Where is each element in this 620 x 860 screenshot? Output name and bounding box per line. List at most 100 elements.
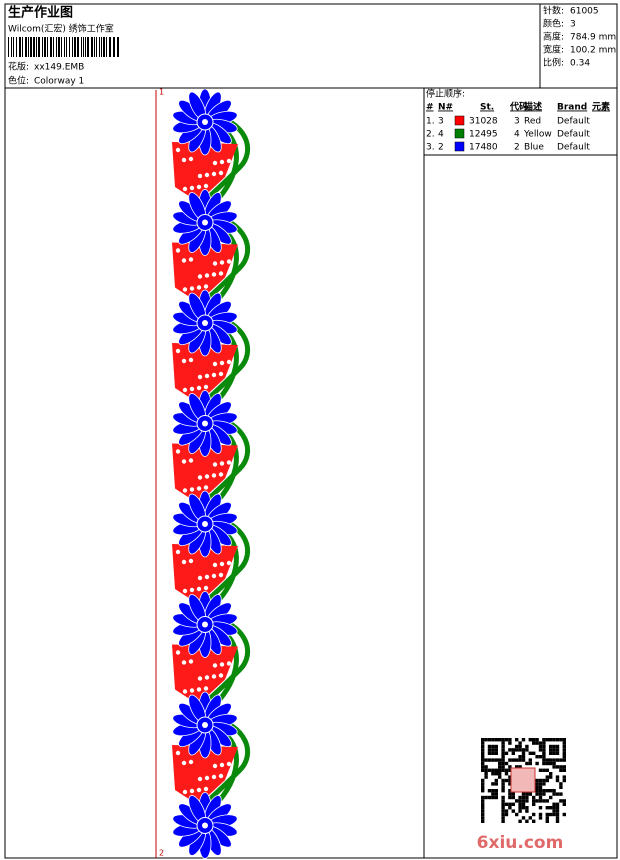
bar — [13, 37, 14, 57]
qr-module — [518, 748, 522, 752]
lace-hole — [175, 750, 181, 756]
qr-module — [501, 761, 505, 766]
lace-hole — [218, 371, 224, 377]
lace-hole — [203, 485, 209, 490]
stitches: 31028 — [469, 117, 498, 127]
lace-hole — [226, 460, 232, 465]
lace-hole — [212, 562, 218, 568]
lace-hole — [218, 673, 224, 678]
qr-module — [504, 768, 509, 772]
qr-module — [508, 795, 512, 800]
qr-module — [487, 789, 492, 793]
bar — [113, 37, 115, 57]
flower-eye — [202, 521, 208, 527]
qr-module — [511, 792, 515, 796]
flower-eye — [202, 621, 208, 628]
qr-module — [525, 744, 529, 749]
qr-module — [487, 738, 492, 742]
qr-module — [491, 782, 495, 786]
stop-title: 停止顺序: — [426, 88, 465, 100]
column-header: 代码 — [509, 101, 528, 113]
qr-module — [501, 778, 505, 783]
qr-module — [532, 741, 536, 745]
lace-hole — [218, 170, 224, 176]
qr-module — [508, 782, 512, 786]
lace-hole — [175, 650, 181, 655]
qr-module — [501, 799, 505, 803]
qr-module — [562, 812, 566, 817]
qr-module — [481, 782, 485, 786]
qr-module — [552, 809, 556, 813]
lace-hole — [197, 374, 203, 380]
qr-module — [555, 812, 560, 817]
bar — [83, 37, 84, 57]
start-marker: 1 — [159, 88, 164, 97]
qr-module — [518, 741, 522, 745]
lace-hole — [203, 384, 209, 390]
column-header: 元素 — [592, 101, 610, 113]
lace-hole — [226, 259, 232, 264]
qr-module — [542, 741, 546, 745]
qr-module — [545, 819, 549, 823]
lace-hole — [181, 660, 187, 665]
qr-module — [481, 765, 485, 769]
qr-module — [521, 758, 526, 762]
qr-module — [518, 809, 522, 813]
qr-module — [518, 799, 522, 803]
lace-hole — [218, 572, 224, 578]
lace-hole — [189, 286, 195, 291]
qr-module — [491, 789, 495, 793]
qr-module — [538, 792, 543, 796]
qr-module — [501, 809, 505, 813]
stat-value: 100.2 mm — [570, 46, 616, 56]
qr-module — [481, 806, 485, 810]
bar — [74, 37, 76, 57]
qr-module — [559, 785, 563, 789]
qr-module — [491, 751, 495, 755]
qr-module — [545, 812, 549, 817]
stat-value: 0.34 — [570, 59, 590, 69]
lace-hole — [196, 586, 202, 592]
lace-hole — [226, 359, 232, 365]
qr-module — [525, 806, 529, 810]
lace-hole — [196, 687, 202, 692]
qr-module — [538, 778, 543, 783]
lace-hole — [212, 361, 218, 367]
qr-module — [491, 738, 495, 742]
stitches: 12495 — [469, 130, 498, 140]
code: 2 — [514, 143, 520, 153]
lace-hole — [219, 461, 225, 466]
qr-module — [518, 765, 522, 769]
qr-module — [501, 738, 505, 742]
qr-module — [487, 744, 492, 749]
qr-module — [545, 761, 549, 766]
qr-module — [494, 751, 498, 755]
lace-hole — [196, 385, 202, 391]
qr-module — [508, 758, 512, 762]
qr-module — [528, 738, 532, 742]
lace-hole — [197, 575, 203, 581]
qr-module — [552, 765, 556, 769]
qr-module — [562, 741, 566, 745]
qr-module — [501, 751, 505, 755]
qr-module — [559, 782, 563, 786]
lace-hole — [196, 787, 202, 793]
qr-module — [481, 819, 485, 823]
qr-module — [498, 775, 502, 779]
qr-module — [535, 792, 539, 796]
qr-module — [542, 751, 546, 755]
qr-module — [559, 738, 563, 742]
lace-hole — [188, 659, 194, 664]
qr-module — [481, 741, 485, 745]
qr-module — [549, 744, 553, 749]
bar — [77, 37, 79, 57]
qr-module — [532, 799, 536, 803]
qr-module — [518, 744, 522, 749]
lace-hole — [204, 373, 210, 379]
qr-module — [562, 744, 566, 749]
qr-module — [508, 778, 512, 783]
qr-module — [501, 816, 505, 820]
qr-module — [562, 765, 566, 769]
lace-hole — [203, 686, 209, 691]
qr-module — [538, 806, 543, 810]
